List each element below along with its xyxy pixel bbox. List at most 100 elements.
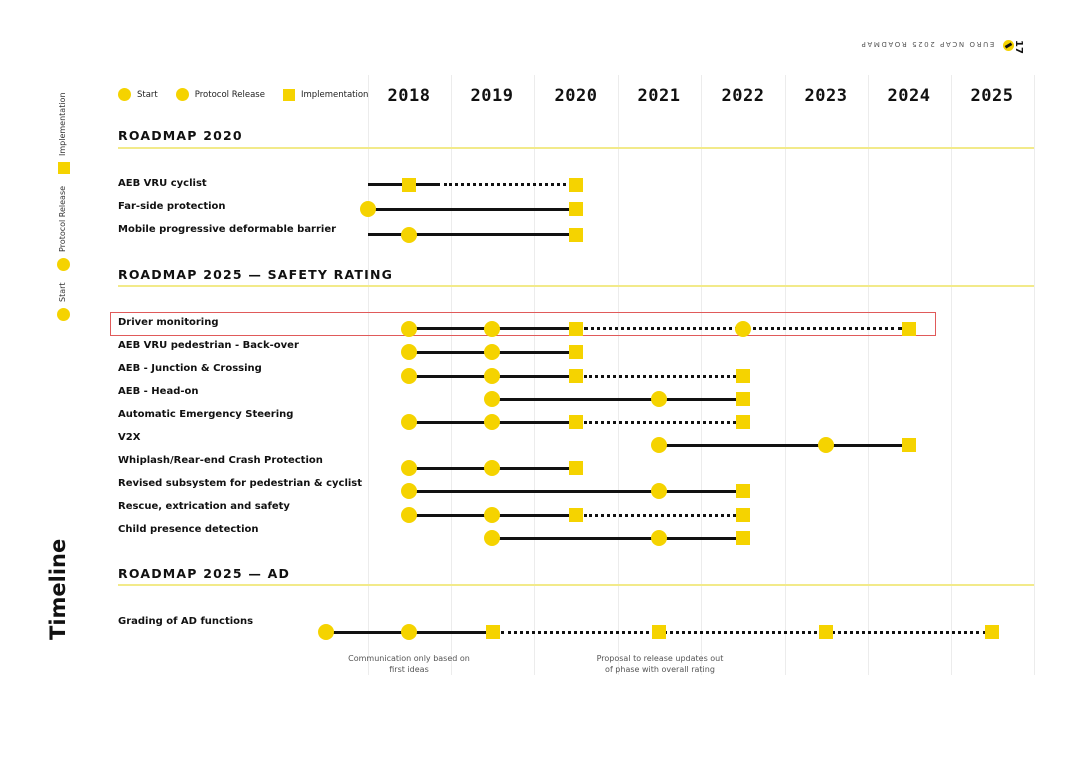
legend-implementation: Implementation <box>300 89 369 100</box>
section-rule <box>118 147 1034 149</box>
year-header: 2019 <box>470 86 514 106</box>
implementation-marker <box>736 415 750 429</box>
row-label: AEB VRU pedestrian - Back-over <box>118 340 299 351</box>
legend: Start Protocol Release Implementation <box>118 88 378 101</box>
year-header: 2018 <box>387 86 431 106</box>
row-label: Grading of AD functions <box>118 616 254 627</box>
row-label: Automatic Emergency Steering <box>118 409 294 420</box>
solid-line <box>368 233 576 236</box>
side-legend-start: Start <box>58 282 67 302</box>
grid-line <box>368 75 369 675</box>
start-marker <box>401 460 417 476</box>
publication-title-mirrored: EURO NCAP 2025 ROADMAP <box>860 40 995 48</box>
implementation-marker <box>736 508 750 522</box>
protocol-release-marker <box>401 227 417 243</box>
row-label: Revised subsystem for pedestrian & cycli… <box>118 478 363 489</box>
implementation-marker <box>902 438 916 452</box>
dotted-line <box>584 375 736 378</box>
year-header: 2020 <box>554 86 598 106</box>
year-header: 2021 <box>637 86 681 106</box>
implementation-marker <box>985 625 999 639</box>
row-label: Rescue, extrication and safety <box>118 501 290 512</box>
implementation-marker <box>569 178 583 192</box>
section-title-roadmap-2025-safety-rating: ROADMAP 2025 — SAFETY RATING <box>118 267 394 282</box>
protocol-release-circle-icon <box>175 88 189 101</box>
section-title-roadmap-2025-ad: ROADMAP 2025 — AD <box>118 566 291 581</box>
implementation-marker <box>736 531 750 545</box>
row-label: Far-side protection <box>118 201 226 212</box>
start-marker <box>401 483 417 499</box>
implementation-marker <box>736 369 750 383</box>
row-label: AEB - Junction & Crossing <box>118 363 262 374</box>
protocol-release-marker <box>735 321 751 337</box>
protocol-release-marker <box>484 368 500 384</box>
row-label: Whiplash/Rear-end Crash Protection <box>118 455 323 466</box>
page-number: 17 <box>1013 40 1024 54</box>
implementation-marker <box>486 625 500 639</box>
protocol-release-marker <box>818 437 834 453</box>
grid-line <box>868 75 869 675</box>
solid-line <box>409 490 743 493</box>
solid-line <box>492 537 743 540</box>
year-header: 2025 <box>970 86 1014 106</box>
implementation-marker <box>736 484 750 498</box>
protocol-release-marker <box>401 624 417 640</box>
start-marker <box>318 624 334 640</box>
solid-line <box>492 398 743 401</box>
implementation-marker <box>569 369 583 383</box>
start-marker <box>401 321 417 337</box>
start-marker <box>360 201 376 217</box>
implementation-marker <box>569 508 583 522</box>
row-label: Mobile progressive deformable barrier <box>118 224 337 235</box>
protocol-release-marker <box>484 344 500 360</box>
implementation-square-icon <box>282 88 295 101</box>
grid-line <box>1034 75 1035 675</box>
row-label: AEB VRU cyclist <box>118 178 207 189</box>
row-label: AEB - Head-on <box>118 386 199 397</box>
side-legend-protocol-release: Protocol Release <box>58 185 67 252</box>
implementation-marker <box>569 228 583 242</box>
implementation-marker <box>736 392 750 406</box>
protocol-release-marker <box>651 530 667 546</box>
start-marker <box>401 507 417 523</box>
implementation-marker <box>652 625 666 639</box>
solid-line <box>659 444 909 447</box>
implementation-marker <box>569 415 583 429</box>
start-marker <box>484 391 500 407</box>
implementation-square-icon <box>58 162 70 174</box>
protocol-release-marker <box>484 507 500 523</box>
year-header: 2024 <box>887 86 931 106</box>
implementation-marker <box>569 461 583 475</box>
implementation-marker <box>402 178 416 192</box>
dotted-line <box>444 183 572 186</box>
protocol-release-marker <box>484 460 500 476</box>
implementation-marker <box>569 202 583 216</box>
year-header: 2023 <box>804 86 848 106</box>
protocol-release-marker <box>651 483 667 499</box>
implementation-marker <box>819 625 833 639</box>
side-legend-implementation: Implementation <box>58 92 67 156</box>
dotted-line <box>501 631 986 634</box>
start-marker <box>651 437 667 453</box>
annotation-note: Communication only based on first ideas <box>348 654 470 674</box>
grid-line <box>951 75 952 675</box>
side-legend: Start Protocol Release Implementation <box>56 90 72 325</box>
protocol-release-marker <box>651 391 667 407</box>
grid-line <box>785 75 786 675</box>
implementation-marker <box>569 345 583 359</box>
implementation-marker <box>902 322 916 336</box>
euro-ncap-logo-icon <box>1003 40 1014 51</box>
section-rule <box>118 285 1034 287</box>
row-label: Driver monitoring <box>118 317 219 328</box>
solid-line <box>368 208 576 211</box>
dotted-line <box>584 514 736 517</box>
protocol-release-marker <box>484 321 500 337</box>
row-label: V2X <box>118 432 141 443</box>
legend-protocol-release: Protocol Release <box>194 89 265 100</box>
highlight-box-driver-monitoring <box>110 312 936 336</box>
timeline-title: Timeline <box>46 538 70 640</box>
start-circle-icon <box>57 308 70 321</box>
legend-start: Start <box>137 89 158 100</box>
section-rule <box>118 584 1034 586</box>
year-header: 2022 <box>721 86 765 106</box>
